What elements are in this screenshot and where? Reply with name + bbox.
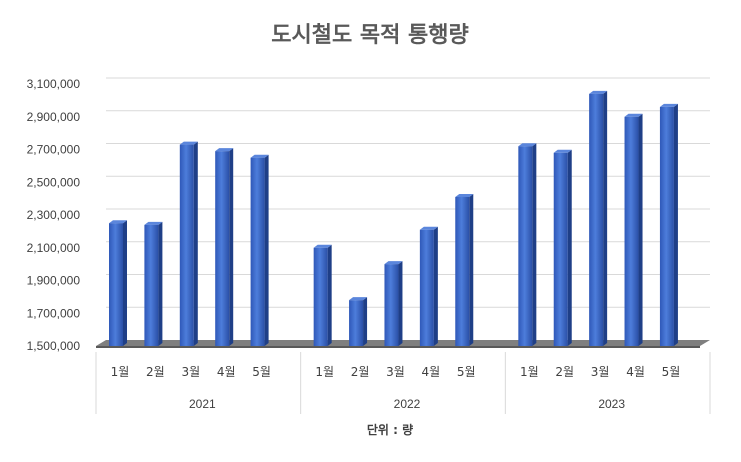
x-tick-label: 1월 <box>520 365 539 379</box>
x-tick-label: 5월 <box>457 365 476 379</box>
y-tick-label: 1,500,000 <box>27 339 81 353</box>
x-tick-label: 4월 <box>217 365 236 379</box>
y-tick-label: 3,100,000 <box>27 77 81 91</box>
x-tick-label: 5월 <box>662 365 681 379</box>
x-tick-label: 3월 <box>386 365 405 379</box>
x-tick-label: 1월 <box>315 365 334 379</box>
floor-edge <box>96 346 700 348</box>
bar <box>419 226 438 346</box>
x-tick-label: 2월 <box>146 365 165 379</box>
bar <box>250 154 269 346</box>
y-tick-label: 2,100,000 <box>27 241 81 255</box>
y-tick-label: 2,900,000 <box>27 110 81 124</box>
y-tick-label: 2,500,000 <box>27 175 81 189</box>
bar <box>589 90 608 346</box>
x-tick-label: 5월 <box>252 365 271 379</box>
x-tick-label: 4월 <box>626 365 645 379</box>
gridlines <box>106 77 710 308</box>
x-tick-label: 2월 <box>555 365 574 379</box>
unit-label: 단위 : 량 <box>367 422 413 437</box>
group-label: 2022 <box>394 397 421 411</box>
y-axis: 1,500,000 1,700,000 1,900,000 2,100,000 2,30… <box>27 77 81 353</box>
bars <box>109 90 678 346</box>
x-tick-label: 3월 <box>181 365 200 379</box>
bar <box>215 148 234 346</box>
x-tick-label: 3월 <box>591 365 610 379</box>
y-tick-label: 2,300,000 <box>27 208 81 222</box>
bar <box>659 103 678 346</box>
bar <box>455 193 474 346</box>
bar <box>553 149 572 346</box>
bar <box>349 297 368 346</box>
chart-title: 도시철도 목적 통행량 <box>271 23 468 48</box>
bar <box>518 143 537 346</box>
group-label: 2021 <box>189 397 216 411</box>
bar <box>313 244 332 346</box>
bar <box>109 220 127 346</box>
bar <box>179 141 198 346</box>
x-tick-label: 4월 <box>422 365 441 379</box>
bar <box>384 261 403 346</box>
group-label: 2023 <box>598 397 625 411</box>
x-axis: 1월 2월 3월 4월 5월 2021 1월 2월 3월 4월 5월 2022 1월 2월 3월 4월 5월 20… <box>95 352 711 414</box>
y-tick-label: 1,900,000 <box>27 274 81 288</box>
y-tick-label: 2,700,000 <box>27 143 81 157</box>
bar <box>624 113 643 346</box>
x-tick-label: 1월 <box>111 365 130 379</box>
x-tick-label: 2월 <box>351 365 370 379</box>
y-tick-label: 1,700,000 <box>27 306 81 320</box>
bar <box>144 221 163 346</box>
